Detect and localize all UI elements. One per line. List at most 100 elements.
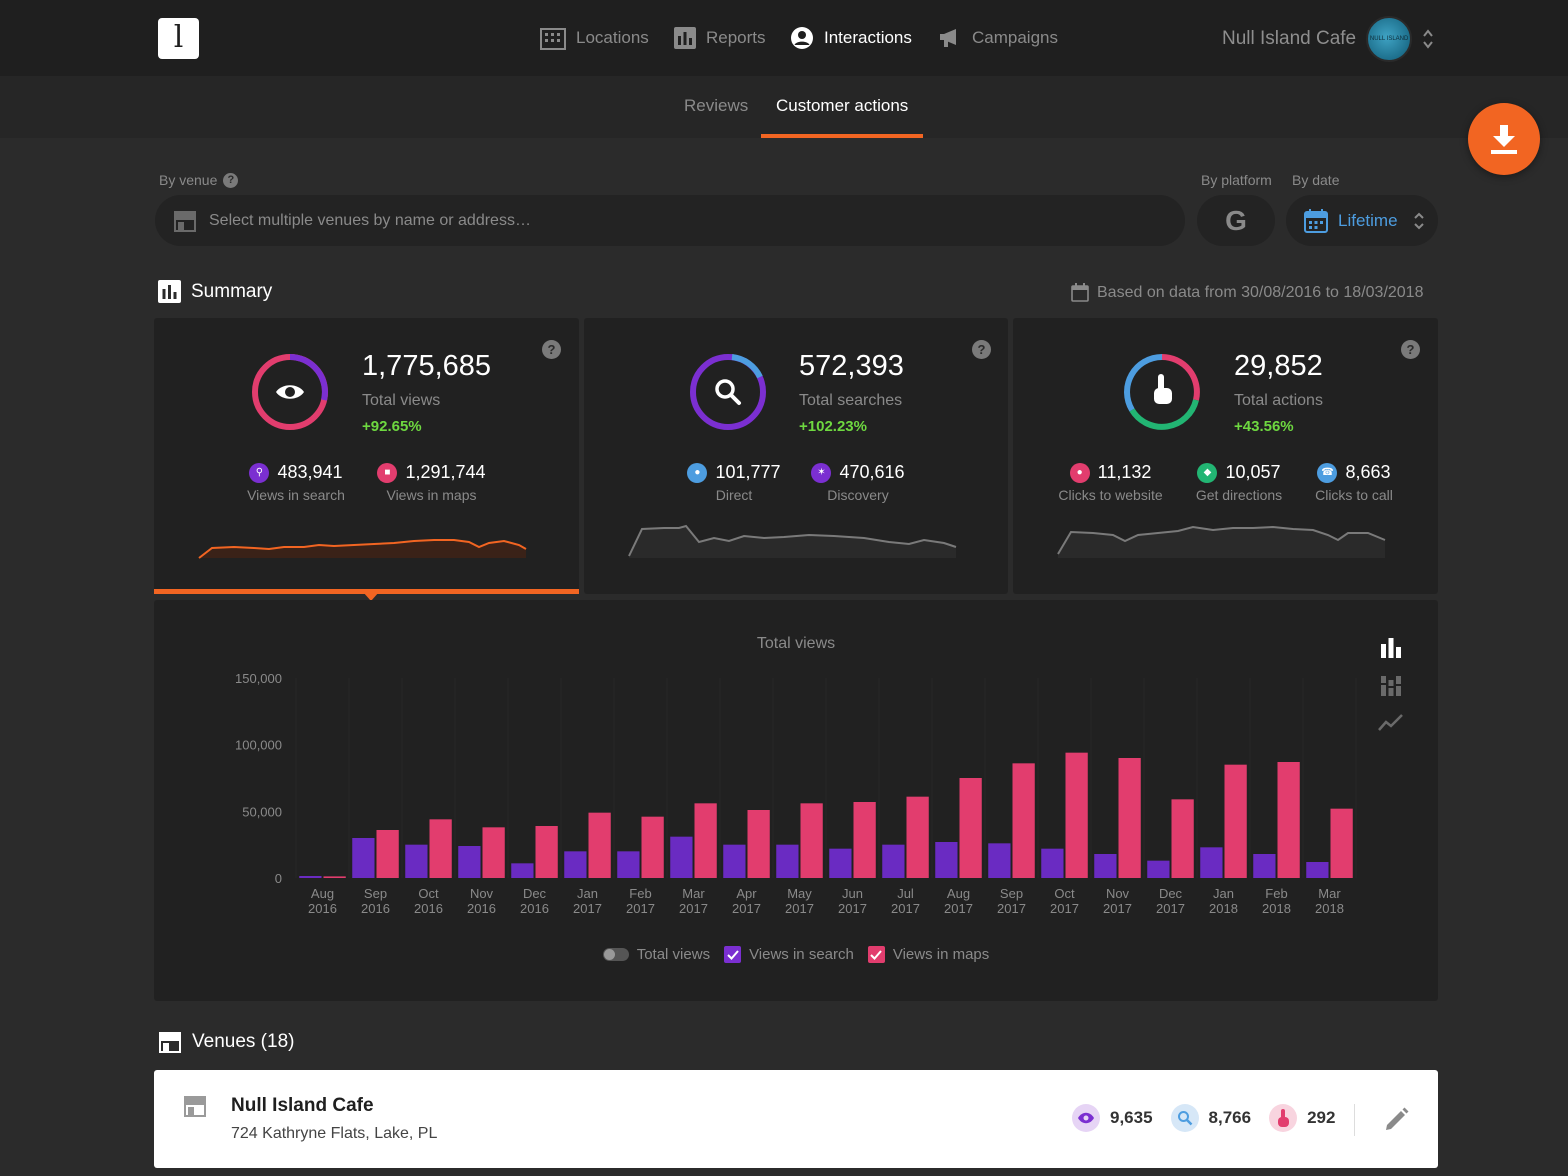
x-tick-label: 2017 (732, 901, 761, 916)
bar-views-in-search (670, 836, 693, 878)
tab-customer-actions[interactable]: Customer actions (776, 96, 909, 115)
chart-title: Total views (756, 635, 836, 652)
x-tick-label: 2017 (679, 901, 708, 916)
bar-views-in-search (564, 851, 587, 878)
x-tick-label: Jun (842, 886, 863, 901)
pointer-icon (1124, 354, 1200, 430)
phone-icon: ☎ (1317, 462, 1338, 483)
legend-views-in-search[interactable]: Views in search (724, 946, 854, 963)
venue-address: 724 Kathryne Flats, Lake, PL (231, 1125, 438, 1142)
store-icon (174, 210, 196, 232)
bar-views-in-search (723, 844, 746, 878)
get-directions-stat: ◆ 10,057 Get directions (1189, 462, 1289, 503)
date-range-select[interactable]: Lifetime (1286, 195, 1438, 246)
x-tick-label: 2018 (1262, 901, 1291, 916)
store-icon (184, 1096, 206, 1117)
y-tick-label: 150,000 (235, 671, 282, 686)
stacked-bar-icon[interactable] (1380, 674, 1402, 696)
total-views-card[interactable]: ? 1,775,685 Total views +92.65% ⚲ 483,941… (154, 318, 579, 594)
line-chart-icon[interactable] (1378, 712, 1404, 732)
bar-chart-icon[interactable] (1380, 636, 1402, 658)
legend-views-in-maps-label: Views in maps (892, 946, 990, 963)
x-tick-label: Nov (470, 886, 494, 901)
nav-campaigns[interactable]: Campaigns (938, 22, 1058, 54)
y-tick-label: 0 (275, 871, 282, 886)
venue-avatar: NULL ISLAND (1366, 16, 1413, 62)
calendar-icon (1071, 283, 1089, 302)
x-tick-label: Feb (629, 886, 651, 901)
globe-icon: ● (1069, 462, 1090, 483)
venue-search-box[interactable] (155, 195, 1185, 246)
venue-filter-label-text: By venue (159, 172, 218, 188)
nav-reports-label: Reports (706, 28, 766, 47)
x-tick-label: 2017 (1050, 901, 1079, 916)
summary-title: Summary (191, 280, 273, 302)
total-views-value: 1,775,685 (362, 350, 492, 382)
help-icon[interactable]: ? (223, 172, 239, 188)
legend-total-views[interactable]: Total views (602, 946, 710, 963)
x-tick-label: Jan (1213, 886, 1234, 901)
app-logo[interactable]: l (158, 18, 199, 59)
nav-campaigns-label: Campaigns (972, 28, 1058, 47)
venue-stats: 9,635 8,766 292 (1072, 1104, 1335, 1132)
legend-views-in-maps[interactable]: Views in maps (867, 946, 990, 963)
bar-views-in-search (458, 846, 481, 878)
search-icon (690, 354, 766, 430)
x-tick-label: Oct (418, 886, 439, 901)
bar-views-in-search (1306, 862, 1329, 878)
toggle-icon (602, 948, 629, 961)
venue-switcher[interactable]: Null Island Cafe NULL ISLAND (1222, 16, 1434, 62)
bar-chart-icon (674, 27, 696, 49)
sub-tab-bar: Reviews Customer actions (0, 76, 1568, 138)
chart-type-switcher (1378, 636, 1404, 732)
total-actions-card[interactable]: ? 29,852 Total actions +43.56% ● 11,132 C… (1013, 318, 1438, 594)
x-tick-label: 2017 (891, 901, 920, 916)
tab-reviews[interactable]: Reviews (684, 96, 749, 115)
discovery-stat: ✶ 470,616 Discovery (808, 462, 908, 503)
data-range-note: Based on data from 30/08/2016 to 18/03/2… (1071, 283, 1423, 302)
x-tick-label: Nov (1106, 886, 1130, 901)
nav-interactions[interactable]: Interactions (790, 22, 912, 54)
clicks-to-call-label: Clicks to call (1315, 487, 1393, 503)
venue-row[interactable]: Null Island Cafe 724 Kathryne Flats, Lak… (154, 1070, 1438, 1168)
venue-search-input[interactable] (209, 211, 1109, 230)
direct-value: 101,777 (715, 462, 781, 482)
clicks-to-website-value: 11,132 (1097, 462, 1152, 482)
data-range-text: Based on data from 30/08/2016 to 18/03/2… (1097, 283, 1424, 301)
total-searches-label: Total searches (799, 392, 903, 409)
selected-card-indicator (154, 589, 579, 594)
help-icon[interactable]: ? (972, 340, 991, 359)
bar-views-in-maps (641, 816, 664, 878)
x-tick-label: 2017 (997, 901, 1026, 916)
edit-pencil-icon[interactable] (1384, 1106, 1410, 1132)
bar-views-in-search (405, 844, 428, 878)
platform-google-button[interactable]: G (1197, 195, 1275, 246)
x-tick-label: 2016 (414, 901, 443, 916)
help-icon[interactable]: ? (542, 340, 561, 359)
total-actions-delta: +43.56% (1234, 418, 1294, 435)
bar-views-in-maps (482, 827, 505, 878)
active-tab-underline (761, 134, 923, 138)
bar-views-in-maps (853, 802, 876, 878)
y-tick-label: 50,000 (242, 804, 282, 819)
bar-chart-icon (158, 280, 181, 303)
venue-searches-value: 8,766 (1208, 1108, 1252, 1127)
x-tick-label: 2018 (1209, 901, 1238, 916)
date-range-value: Lifetime (1338, 210, 1398, 230)
help-icon[interactable]: ? (1401, 340, 1420, 359)
total-searches-delta: +102.23% (799, 418, 867, 435)
chevron-updown-icon (1413, 212, 1424, 229)
x-tick-label: Apr (736, 886, 757, 901)
nav-locations[interactable]: Locations (540, 22, 649, 54)
chevron-updown-icon (1423, 29, 1433, 49)
clicks-to-website-label: Clicks to website (1058, 487, 1163, 503)
total-searches-card[interactable]: ? 572,393 Total searches +102.23% ● 101,7… (584, 318, 1008, 594)
views-in-search-value: 483,941 (277, 462, 343, 482)
nav-reports[interactable]: Reports (674, 22, 766, 54)
google-icon: G (1225, 204, 1247, 236)
download-button[interactable] (1468, 103, 1540, 175)
venue-name: Null Island Cafe (231, 1095, 374, 1116)
x-tick-label: Sep (1000, 886, 1023, 901)
discovery-value: 470,616 (839, 462, 905, 482)
bar-views-in-maps (906, 796, 929, 878)
